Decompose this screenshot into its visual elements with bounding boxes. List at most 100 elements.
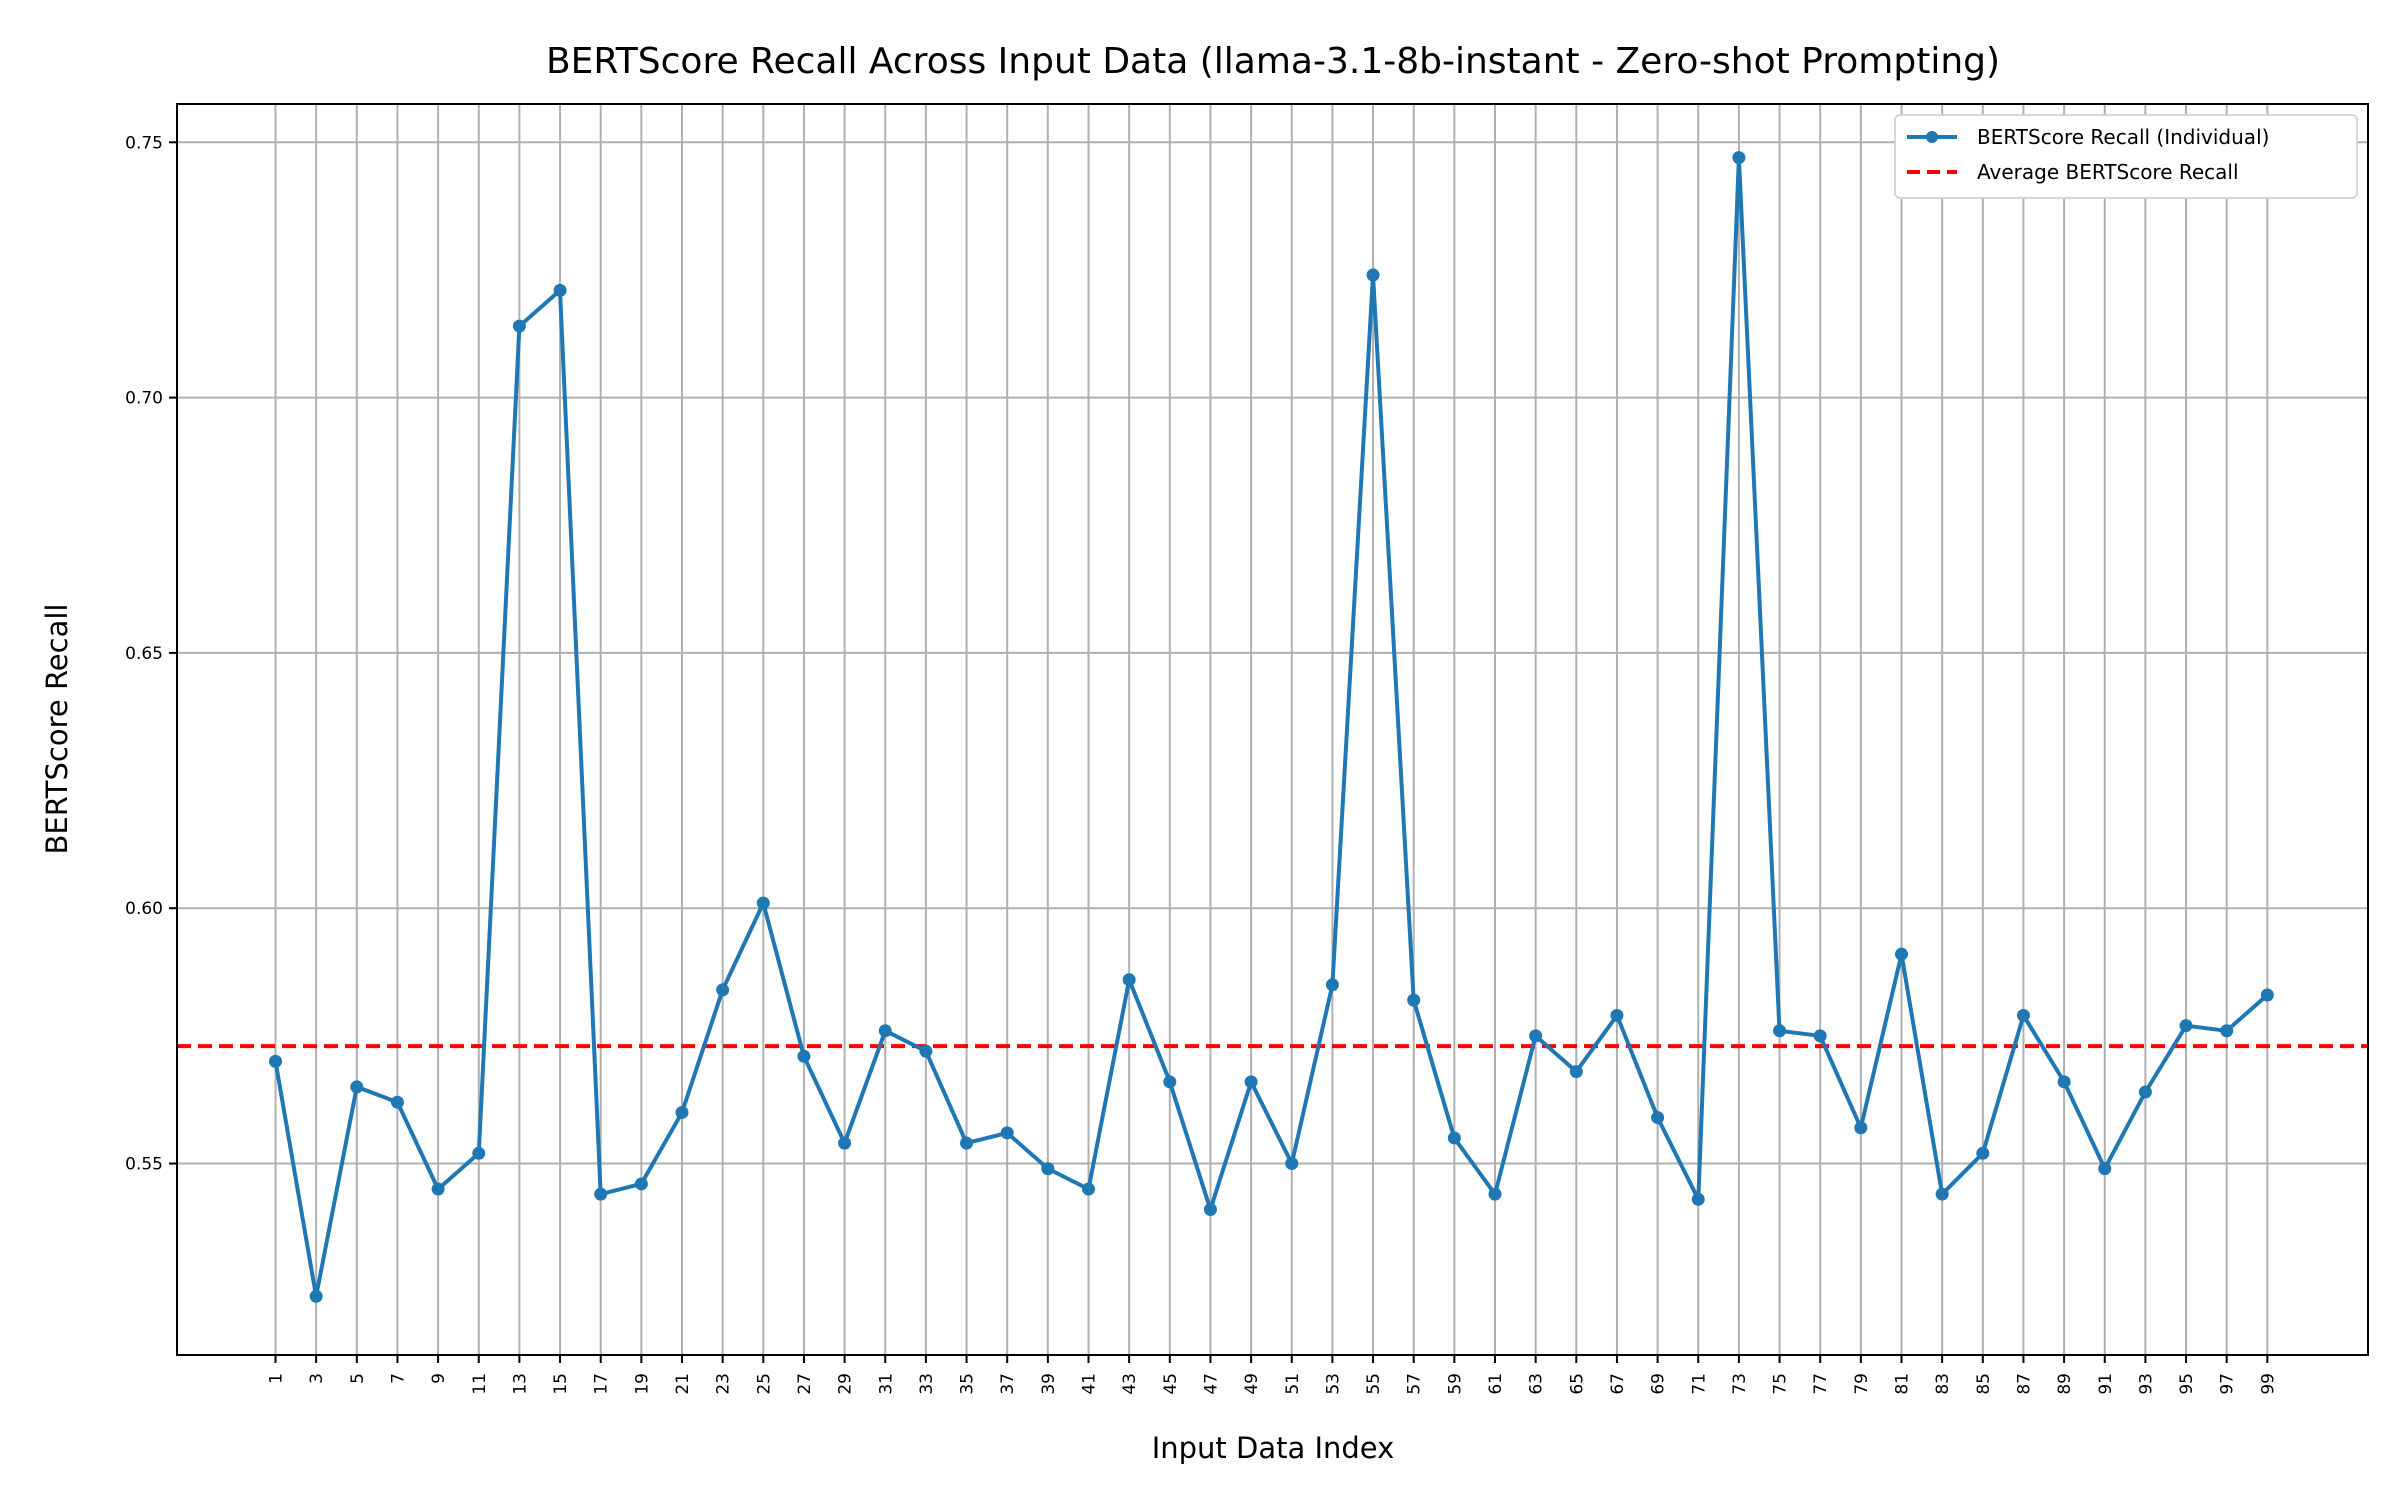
y-tick-label: 0.65: [125, 644, 163, 664]
data-point: [1651, 1111, 1665, 1125]
x-tick-label: 69: [1649, 1373, 1669, 1395]
x-tick-label: 79: [1852, 1373, 1872, 1395]
chart-title: BERTScore Recall Across Input Data (llam…: [546, 41, 2000, 82]
data-point: [1244, 1075, 1258, 1089]
data-point: [309, 1289, 323, 1303]
data-point: [1935, 1187, 1949, 1201]
x-tick-label: 35: [958, 1373, 978, 1395]
data-point: [1773, 1024, 1787, 1038]
x-tick-label: 63: [1527, 1373, 1547, 1395]
legend-label-individual: BERTScore Recall (Individual): [1977, 125, 2269, 149]
x-tick-label: 73: [1730, 1373, 1750, 1395]
x-tick-label: 93: [2136, 1373, 2156, 1395]
x-tick-label: 99: [2258, 1373, 2278, 1395]
data-point: [472, 1146, 486, 1160]
data-point: [2179, 1019, 2193, 1033]
x-tick-label: 85: [1974, 1373, 1994, 1395]
x-tick-label: 19: [632, 1373, 652, 1395]
data-point: [1569, 1065, 1583, 1079]
x-tick-label: 83: [1933, 1373, 1953, 1395]
x-tick-label: 3: [307, 1373, 327, 1384]
data-point: [1163, 1075, 1177, 1089]
data-point: [960, 1136, 974, 1150]
x-tick-label: 53: [1323, 1373, 1343, 1395]
x-tick-label: 21: [673, 1373, 693, 1395]
y-axis-label: BERTScore Recall: [40, 604, 74, 855]
data-point: [2220, 1024, 2234, 1038]
x-tick-label: 71: [1689, 1373, 1709, 1395]
data-point: [838, 1136, 852, 1150]
x-tick-label: 31: [876, 1373, 896, 1395]
x-tick-label: 1: [267, 1373, 287, 1384]
x-ticks: 1 3 5 7 9 11 13 15 17 19 21 23 25 27 29 31 33 35 37 39 41 43 4…: [267, 1355, 2278, 1395]
data-point: [431, 1182, 445, 1196]
x-tick-label: 91: [2096, 1373, 2116, 1395]
x-tick-label: 49: [1242, 1373, 1262, 1395]
legend: BERTScore Recall (Individual) Average BE…: [1894, 114, 2358, 199]
y-tick-label: 0.55: [125, 1155, 163, 1175]
x-tick-label: 81: [1893, 1373, 1913, 1395]
data-point: [553, 283, 567, 297]
y-tick-label: 0.75: [125, 133, 163, 153]
data-point: [1447, 1131, 1461, 1145]
x-tick-label: 75: [1771, 1373, 1791, 1395]
data-point: [797, 1049, 811, 1063]
legend-marker-individual: [1926, 131, 1938, 143]
data-point: [1976, 1146, 1990, 1160]
legend-label-average: Average BERTScore Recall: [1977, 160, 2239, 184]
data-point: [756, 896, 770, 910]
series-layer: [269, 151, 2274, 1303]
x-tick-label: 97: [2218, 1373, 2238, 1395]
data-point: [390, 1095, 404, 1109]
data-point: [1366, 268, 1380, 282]
data-point: [1285, 1157, 1299, 1171]
x-tick-label: 57: [1405, 1373, 1425, 1395]
x-tick-label: 33: [917, 1373, 937, 1395]
x-tick-label: 5: [348, 1373, 368, 1384]
x-tick-label: 23: [714, 1373, 734, 1395]
data-point: [1854, 1121, 1868, 1135]
data-point: [1325, 978, 1339, 992]
data-point: [716, 983, 730, 997]
data-point: [350, 1080, 364, 1094]
x-tick-label: 39: [1039, 1373, 1059, 1395]
x-tick-label: 43: [1120, 1373, 1140, 1395]
data-point: [594, 1187, 608, 1201]
data-point: [1488, 1187, 1502, 1201]
x-tick-label: 27: [795, 1373, 815, 1395]
x-tick-label: 17: [592, 1373, 612, 1395]
x-tick-label: 67: [1608, 1373, 1628, 1395]
series-line-individual: [273, 155, 2269, 1299]
data-point: [2016, 1008, 2030, 1022]
data-point: [512, 319, 526, 333]
data-point: [1041, 1162, 1055, 1176]
x-tick-label: 25: [754, 1373, 774, 1395]
data-point: [2260, 988, 2274, 1002]
x-tick-label: 7: [388, 1373, 408, 1384]
data-point: [1610, 1008, 1624, 1022]
data-point: [1407, 993, 1421, 1007]
x-tick-label: 61: [1486, 1373, 1506, 1395]
data-point: [1529, 1029, 1543, 1043]
x-axis-label: Input Data Index: [1152, 1431, 1395, 1465]
data-point: [878, 1024, 892, 1038]
data-point: [1000, 1126, 1014, 1140]
y-ticks: 0.55 0.60 0.65 0.70 0.75: [125, 133, 177, 1175]
y-tick-label: 0.70: [125, 389, 163, 409]
x-tick-label: 45: [1161, 1373, 1181, 1395]
x-tick-label: 59: [1445, 1373, 1465, 1395]
legend-box: [1894, 114, 2358, 199]
grid-layer: [177, 104, 2368, 1355]
data-point: [634, 1177, 648, 1191]
data-point: [1895, 947, 1908, 961]
plot-frame: [176, 103, 2369, 1356]
x-tick-label: 9: [429, 1373, 449, 1384]
data-point: [1732, 151, 1746, 165]
data-point: [1122, 973, 1136, 987]
x-tick-label: 51: [1283, 1373, 1303, 1395]
x-tick-label: 47: [1201, 1373, 1221, 1395]
x-tick-label: 11: [470, 1373, 490, 1395]
data-point: [675, 1105, 689, 1119]
